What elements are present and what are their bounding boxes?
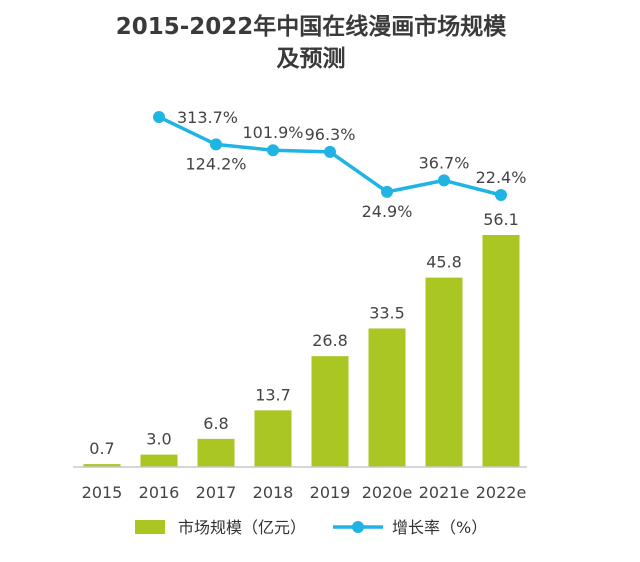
line-label-2019: 96.3% <box>305 125 356 144</box>
line-point-2019 <box>324 145 336 158</box>
bar-label-2022e: 56.1 <box>483 210 519 229</box>
bar-2016 <box>140 454 178 467</box>
bar-label-2016: 3.0 <box>146 430 171 449</box>
x-tick-2018: 2018 <box>253 483 294 502</box>
bar-series <box>83 235 520 467</box>
line-point-2018 <box>267 144 279 157</box>
line-label-2021e: 36.7% <box>419 153 470 172</box>
chart-title-line-1: 2015-2022年中国在线漫画市场规模 <box>116 13 508 40</box>
x-tick-2021e: 2021e <box>419 483 470 502</box>
bar-2019 <box>311 356 349 467</box>
line-label-2018: 101.9% <box>242 123 303 142</box>
legend-label-bar: 市场规模（亿元） <box>178 518 306 537</box>
x-tick-2016: 2016 <box>139 483 180 502</box>
line-point-2021e <box>438 174 450 187</box>
bar-value-labels: 0.7 3.0 6.8 13.7 26.8 33.5 45.8 56.1 <box>89 210 519 458</box>
line-point-2020e <box>381 185 393 198</box>
legend: 市场规模（亿元） 增长率（%） <box>135 518 487 537</box>
legend-label-line: 增长率（%） <box>392 518 487 537</box>
line-label-2022e: 22.4% <box>476 168 527 187</box>
bar-2017 <box>197 438 235 467</box>
x-axis-ticks: 2015 2016 2017 2018 2019 2020e 2021e 2022e <box>82 483 527 502</box>
bar-label-2018: 13.7 <box>255 385 291 404</box>
line-point-2022e <box>495 189 507 201</box>
line-value-labels: 313.7% 124.2% 101.9% 96.3% 24.9% 36.7% 22.4% <box>177 108 526 221</box>
bar-2022e <box>482 235 520 467</box>
x-tick-2017: 2017 <box>196 483 237 502</box>
bar-label-2021e: 45.8 <box>426 253 462 272</box>
bar-label-2015: 0.7 <box>89 439 114 458</box>
line-label-2017: 124.2% <box>185 154 246 173</box>
line-label-2016: 313.7% <box>177 108 238 127</box>
x-tick-2022e: 2022e <box>476 483 527 502</box>
legend-swatch-line-marker <box>352 521 364 533</box>
line-point-2016 <box>153 111 165 123</box>
x-tick-2019: 2019 <box>310 483 351 502</box>
bar-2018 <box>254 410 292 467</box>
bar-2020e <box>368 328 406 467</box>
bar-label-2017: 6.8 <box>203 414 228 433</box>
line-label-2020e: 24.9% <box>362 202 413 221</box>
legend-swatch-bar <box>135 520 165 534</box>
x-tick-2015: 2015 <box>82 483 123 502</box>
line-point-2017 <box>210 138 222 151</box>
bar-label-2020e: 33.5 <box>369 303 405 322</box>
line-series <box>153 111 507 201</box>
bar-2021e <box>425 277 463 467</box>
bar-label-2019: 26.8 <box>312 331 348 350</box>
bar-2015 <box>83 464 121 467</box>
chart-title-line-2: 及预测 <box>277 46 346 72</box>
x-tick-2020e: 2020e <box>362 483 413 502</box>
